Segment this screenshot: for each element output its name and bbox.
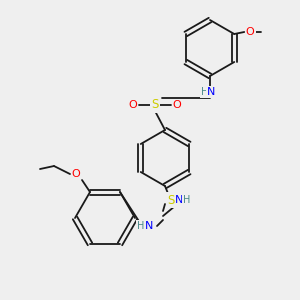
Text: H: H [137,221,145,231]
Text: N: N [175,195,183,205]
Text: O: O [246,27,255,37]
Text: N: N [145,221,153,231]
Text: O: O [129,100,137,110]
Text: O: O [172,100,182,110]
Text: S: S [167,194,175,206]
Text: H: H [201,87,209,97]
Text: O: O [72,169,80,179]
Text: N: N [207,87,215,97]
Text: H: H [183,195,191,205]
Text: S: S [151,98,159,112]
